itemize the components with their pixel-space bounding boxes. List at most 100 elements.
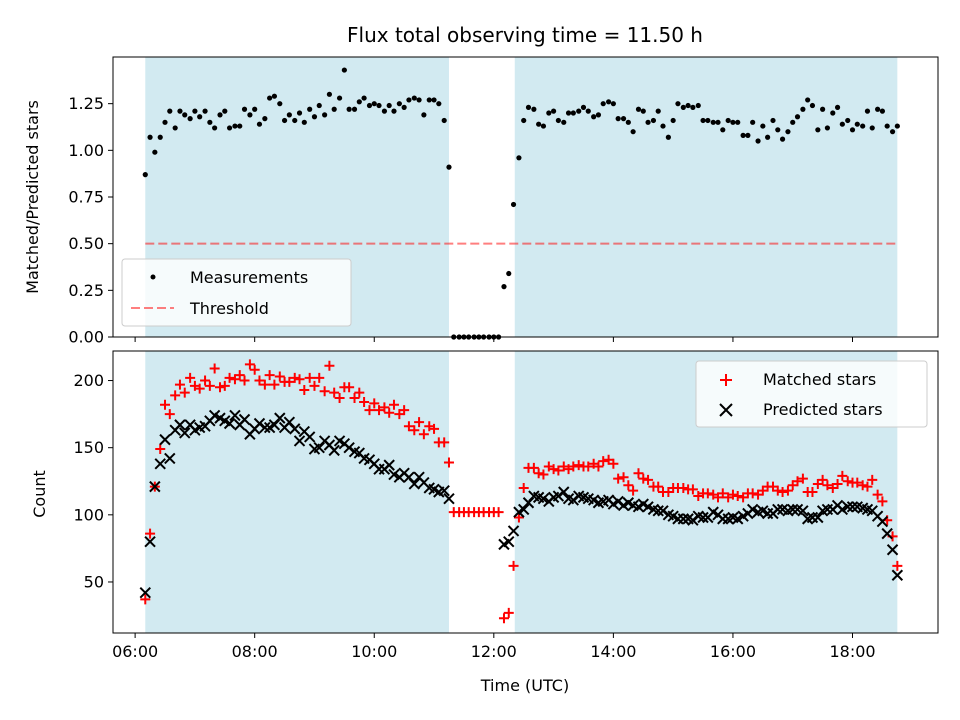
- measurement-point-61: [446, 164, 452, 170]
- matched-point-73: [503, 607, 514, 618]
- matched-point-34: [309, 380, 320, 391]
- measurement-point-1: [147, 134, 153, 140]
- matched-point-20: [239, 375, 250, 386]
- measurement-point-75: [516, 155, 522, 161]
- measurement-point-2: [152, 149, 158, 155]
- measurement-point-105: [665, 134, 671, 140]
- matched-point-5: [164, 409, 175, 420]
- matched-point-83: [553, 465, 564, 476]
- measurement-point-40: [341, 67, 347, 73]
- measurement-point-60: [441, 117, 447, 124]
- measurement-point-46: [371, 101, 377, 107]
- measurement-point-33: [307, 106, 313, 112]
- measurement-point-28: [281, 117, 288, 124]
- matched-point-54: [409, 425, 420, 436]
- predicted-point-125: [812, 511, 824, 524]
- measurement-point-135: [815, 127, 821, 133]
- measurement-point-113: [705, 117, 711, 124]
- measurement-point-6: [172, 125, 178, 131]
- matched-point-0: [140, 594, 151, 605]
- measurement-point-79: [536, 121, 542, 127]
- legend-predicted-label: Predicted stars: [763, 400, 883, 419]
- measurement-point-149: [884, 123, 890, 129]
- measurement-point-54: [411, 95, 417, 101]
- chart-title: Flux total observing time = 11.50 h: [347, 23, 703, 47]
- measurement-point-132: [800, 106, 806, 112]
- predicted-point-141: [891, 569, 904, 581]
- matched-point-82: [548, 464, 559, 475]
- measurement-point-29: [286, 112, 292, 118]
- matched-point-92: [598, 456, 609, 467]
- measurement-point-102: [650, 117, 657, 124]
- measurement-point-86: [570, 110, 576, 116]
- measurement-point-3: [157, 134, 163, 140]
- predicted-point-140: [886, 544, 899, 556]
- predicted-point-24: [259, 421, 271, 434]
- measurement-point-53: [406, 97, 412, 103]
- matched-point-16: [219, 380, 230, 391]
- measurement-point-19: [237, 123, 243, 129]
- measurement-point-106: [670, 117, 676, 124]
- measurement-point-17: [226, 125, 233, 131]
- measurement-point-126: [770, 117, 776, 124]
- matched-point-36: [319, 386, 330, 397]
- matched-point-139: [832, 478, 843, 489]
- measurement-point-134: [809, 102, 816, 109]
- predicted-point-27: [274, 412, 286, 424]
- matched-point-55: [414, 417, 425, 428]
- measurement-point-116: [720, 127, 726, 133]
- measurement-point-146: [869, 125, 875, 131]
- x-tick-label-6: 18:00: [829, 642, 875, 661]
- x-tick-label-2: 10:00: [351, 642, 397, 661]
- matched-point-146: [867, 474, 878, 485]
- matched-point-17: [224, 372, 235, 383]
- bottom-y-tick-label-2: 150: [73, 438, 104, 457]
- top-y-tick-label-2: 0.50: [68, 234, 104, 253]
- predicted-point-3: [154, 458, 166, 470]
- measurement-point-76: [521, 117, 527, 124]
- predicted-point-61: [443, 493, 455, 505]
- bottom-y-axis-label: Count: [30, 470, 49, 518]
- measurement-point-87: [576, 108, 582, 114]
- matched-point-136: [817, 474, 828, 485]
- matched-point-148: [877, 496, 888, 507]
- bottom-y-tick-label-1: 100: [73, 505, 104, 524]
- matched-point-19: [234, 370, 245, 381]
- matched-point-91: [593, 461, 604, 472]
- measurement-point-138: [830, 110, 836, 116]
- matched-point-11: [194, 383, 205, 394]
- measurement-point-35: [316, 102, 322, 109]
- measurement-point-122: [750, 119, 756, 125]
- matched-point-140: [837, 470, 848, 481]
- matched-point-15: [215, 382, 226, 393]
- matched-point-147: [872, 489, 883, 500]
- predicted-point-102: [697, 511, 709, 524]
- predicted-point-74: [558, 486, 570, 498]
- measurement-point-95: [615, 116, 621, 122]
- measurement-point-96: [620, 116, 627, 122]
- measurement-point-125: [765, 134, 771, 140]
- measurement-point-22: [252, 106, 258, 112]
- legend-matched-label: Matched stars: [763, 370, 876, 389]
- measurement-point-91: [595, 112, 602, 118]
- measurement-point-144: [860, 123, 866, 129]
- predicted-point-132: [846, 501, 859, 513]
- measurement-point-83: [555, 117, 561, 124]
- matched-point-22: [249, 364, 260, 375]
- measurement-point-123: [755, 138, 761, 144]
- measurement-point-44: [361, 95, 367, 101]
- predicted-point-138: [876, 515, 889, 528]
- matched-point-61: [443, 457, 454, 468]
- measurement-point-45: [366, 102, 373, 109]
- predicted-point-31: [293, 435, 306, 447]
- measurement-point-34: [311, 114, 318, 120]
- matched-point-38: [329, 387, 340, 398]
- measurement-point-131: [794, 114, 801, 120]
- matched-point-31: [294, 374, 305, 385]
- matched-point-58: [429, 423, 440, 434]
- measurement-point-100: [640, 108, 646, 114]
- x-tick-label-3: 12:00: [471, 642, 517, 661]
- matched-point-141: [842, 476, 853, 487]
- matched-point-8: [179, 387, 190, 398]
- measurement-point-145: [864, 108, 871, 114]
